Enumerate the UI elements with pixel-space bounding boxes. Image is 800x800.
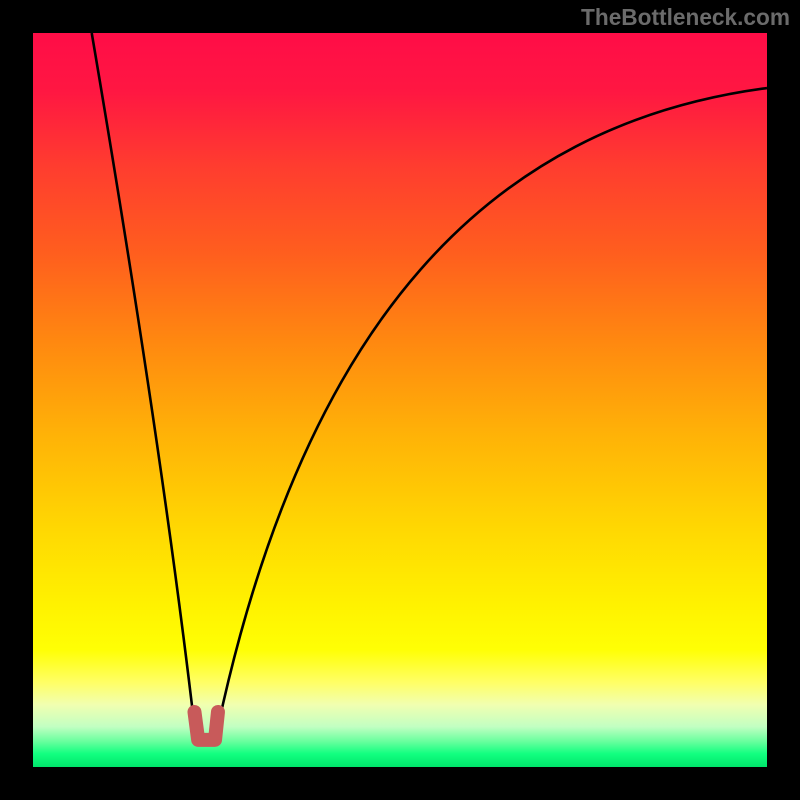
watermark-text: TheBottleneck.com	[581, 4, 790, 31]
curve-minimum-marker	[194, 712, 217, 740]
bottleneck-curve	[92, 33, 767, 727]
chart-svg-layer	[33, 33, 767, 767]
chart-frame	[33, 33, 767, 767]
